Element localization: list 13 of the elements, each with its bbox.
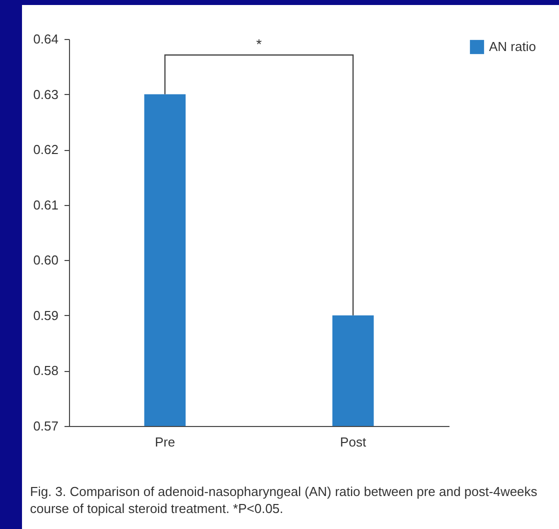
y-tick-label: 0.59 <box>33 308 58 323</box>
y-tick-label: 0.61 <box>33 197 58 212</box>
y-tick-label: 0.62 <box>33 142 58 158</box>
y-tick-label: 0.63 <box>33 86 58 102</box>
y-tick-label: 0.57 <box>33 418 58 434</box>
x-tick-label: Post <box>340 434 366 450</box>
legend-label: AN ratio <box>489 39 536 54</box>
annotation: * <box>256 36 262 52</box>
y-tick-label: 0.58 <box>33 363 58 378</box>
y-tick-label: 0.64 <box>33 32 58 46</box>
x-tick-label: Pre <box>154 434 176 450</box>
caption: Fig. 3. Comparison of adenoid-nasopharyngeal (AN) ratio between pre and post-4weeks course of topical steroid treatment. *P<0.05. <box>30 483 538 517</box>
y-tick-label: 0.60 <box>33 252 58 268</box>
